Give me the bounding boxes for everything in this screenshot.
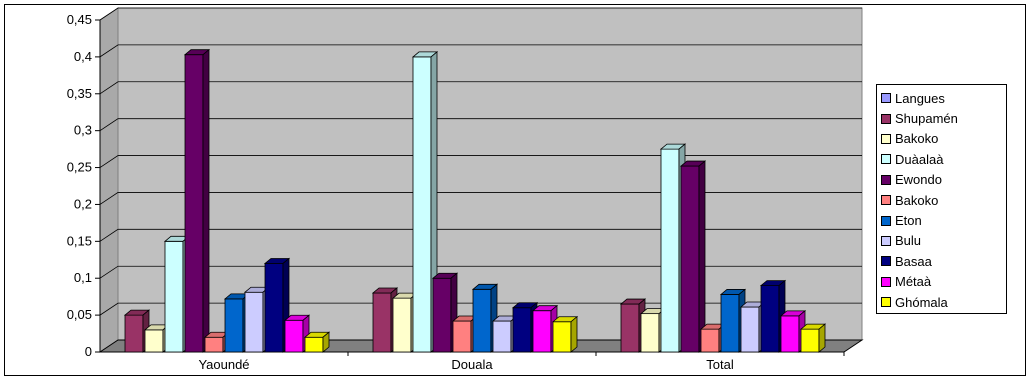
bar [660, 148, 680, 353]
y-tick-label: 0,4 [74, 49, 92, 64]
bar-side [202, 48, 210, 353]
legend-label: Eton [895, 213, 922, 229]
legend-item: Bakoko [881, 190, 1006, 210]
bar [700, 328, 720, 353]
bar [124, 314, 144, 353]
legend-swatch [881, 133, 891, 144]
legend-label: Ghómala [895, 294, 948, 310]
legend: Langues Shupamén Bakoko Duàalaà Ewondo Bakoko… [876, 84, 1007, 314]
legend-swatch [881, 215, 891, 226]
legend-item: Langues [881, 88, 1006, 108]
bar [204, 336, 224, 353]
bar [164, 240, 184, 353]
bar-side [570, 315, 578, 353]
legend-item: Basaa [881, 251, 1006, 271]
category-label: Yaoundé [198, 357, 249, 372]
bar [372, 292, 392, 353]
legend-label: Basaa [895, 253, 932, 269]
legend-label: Bakoko [895, 192, 939, 208]
gridline [99, 302, 862, 316]
bar [720, 294, 740, 353]
legend-swatch [881, 154, 891, 165]
bar-side [698, 160, 706, 353]
bar [244, 291, 264, 353]
legend-item: Eton [881, 210, 1006, 230]
bar [452, 320, 472, 353]
bar [780, 315, 800, 353]
legend-label: Duàalaà [895, 151, 944, 167]
y-tick-label: 0,1 [74, 270, 92, 285]
legend-item: Shupamén [881, 108, 1006, 128]
bar [224, 298, 244, 353]
legend-swatch [881, 256, 891, 267]
legend-item: Bulu [881, 231, 1006, 251]
bar [552, 321, 572, 353]
legend-item: Bakoko [881, 129, 1006, 149]
legend-label: Langues [895, 90, 945, 106]
bar [800, 328, 820, 353]
y-tick-label: 0,3 [74, 123, 92, 138]
legend-swatch [881, 93, 891, 104]
legend-item: Ewondo [881, 170, 1006, 190]
legend-swatch [881, 174, 891, 185]
side-wall [99, 7, 119, 353]
legend-item: Métaà [881, 272, 1006, 292]
gridline [99, 7, 862, 21]
bar-side [322, 331, 330, 353]
y-tick-label: 0,15 [67, 233, 92, 248]
bar [304, 336, 324, 353]
legend-swatch [881, 235, 891, 246]
bar [144, 329, 164, 353]
bar [412, 56, 432, 353]
legend-label: Ewondo [895, 172, 942, 188]
legend-label: Métaà [895, 274, 932, 290]
bar [284, 319, 304, 353]
bar-side [818, 323, 826, 353]
bar [680, 165, 700, 353]
gridline [99, 192, 862, 205]
y-tick-label: 0,45 [67, 12, 92, 27]
bar [392, 297, 412, 353]
gridline [99, 265, 862, 279]
y-tick-label: 0,05 [67, 307, 92, 322]
gridline [99, 155, 862, 168]
legend-label: Bakoko [895, 131, 939, 147]
gridline [99, 118, 862, 131]
y-tick-label: 0 [85, 344, 92, 359]
legend-label: Shupamén [895, 111, 958, 127]
legend-label: Bulu [895, 233, 922, 249]
bar [740, 306, 760, 353]
bar [620, 303, 640, 353]
bar [432, 277, 452, 353]
legend-swatch [881, 297, 891, 308]
category-label: Total [706, 357, 734, 372]
legend-swatch [881, 195, 891, 206]
bar [492, 320, 512, 353]
bar [512, 307, 532, 353]
bar [472, 288, 492, 353]
y-tick-label: 0,35 [67, 86, 92, 101]
gridline [99, 228, 862, 242]
legend-item: Duàalaà [881, 149, 1006, 169]
bar [264, 263, 284, 353]
gridline [99, 81, 862, 95]
category-label: Douala [451, 357, 493, 372]
legend-item: Ghómala [881, 292, 1006, 312]
legend-swatch [881, 113, 891, 124]
bar [640, 313, 660, 353]
y-tick-label: 0,25 [67, 160, 92, 175]
y-tick-label: 0,2 [74, 196, 92, 211]
bar [760, 285, 780, 353]
bar [532, 310, 552, 353]
gridline [99, 44, 862, 58]
bar [184, 54, 204, 353]
legend-swatch [881, 276, 891, 287]
